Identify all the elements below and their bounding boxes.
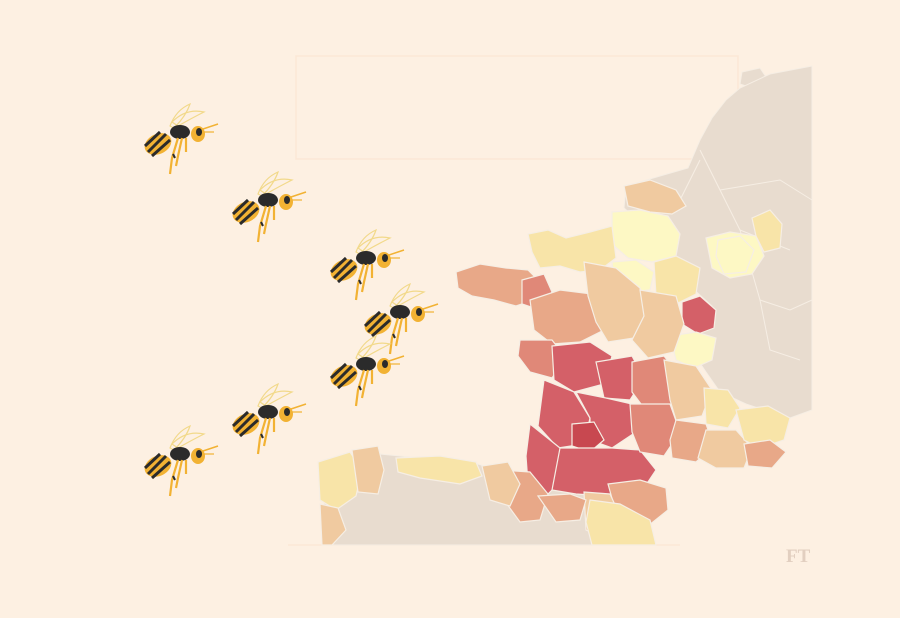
hornet-icon	[325, 228, 406, 302]
region-ariege	[536, 493, 587, 523]
ft-logo: FT	[786, 546, 811, 567]
region-aveyron	[629, 403, 681, 457]
region-var	[743, 439, 787, 469]
region-normandy	[527, 225, 617, 273]
france-regions	[317, 179, 791, 546]
region-basque	[481, 461, 521, 507]
region-galicia	[317, 451, 363, 511]
region-provence-west	[697, 429, 753, 469]
region-provence-east	[735, 405, 791, 449]
region-asturias	[395, 455, 483, 485]
region-bourgogne	[631, 289, 685, 359]
hornet-icon	[325, 334, 406, 408]
region-hauts-de-france	[623, 179, 687, 215]
region-leon	[351, 445, 385, 495]
hornet-icon	[227, 170, 308, 244]
hornet-swarm	[139, 102, 440, 498]
region-catalonia	[585, 499, 657, 546]
hornet-icon	[227, 382, 308, 456]
region-flanders	[715, 235, 755, 275]
region-alsace	[751, 209, 783, 253]
hornet-icon	[139, 102, 220, 176]
hornet-icon	[139, 424, 220, 498]
region-lot	[571, 421, 605, 453]
region-jura	[669, 331, 717, 369]
region-rhone	[663, 359, 713, 421]
region-savoie	[703, 387, 741, 429]
region-picardie	[611, 209, 681, 263]
region-portugal-north	[319, 503, 347, 546]
